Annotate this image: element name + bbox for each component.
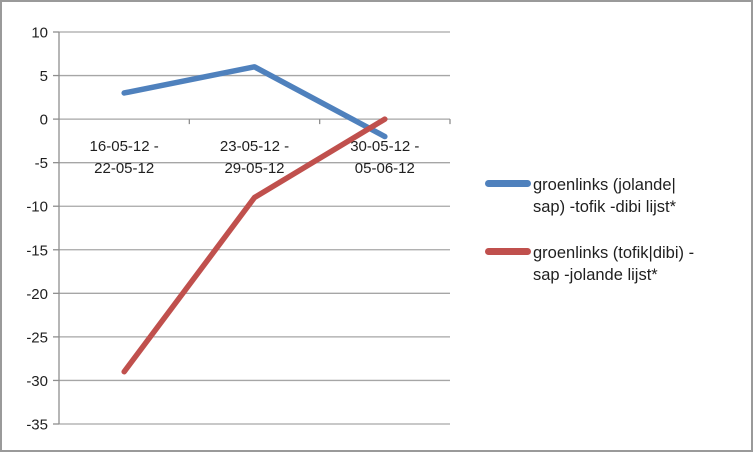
legend-label-line: groenlinks (jolande| [533,176,676,194]
legend-label-series-0: groenlinks (jolande| sap) -tofik -dibi l… [533,174,676,218]
legend-label-series-1: groenlinks (tofik|dibi) - sap -jolande l… [533,242,694,286]
series-line-0 [121,64,388,140]
legend-marker-red-line-icon [485,248,531,255]
y-tick-label: 10 [31,25,48,42]
x-category-label: 30-05-12 -05-06-12 [350,138,419,177]
legend-label-line: sap) -tofik -dibi lijst* [533,198,677,216]
y-tick-label: -20 [26,286,48,303]
y-tick-label: -5 [35,155,48,172]
legend-label-line: sap -jolande lijst* [533,266,658,284]
legend-entry-series-1: groenlinks (tofik|dibi) - sap -jolande l… [485,242,694,286]
legend-label-line: groenlinks (tofik|dibi) - [533,244,695,262]
x-category-label: 16-05-12 -22-05-12 [90,138,159,177]
y-tick-label: -35 [26,417,48,434]
y-tick-label: -10 [26,199,48,216]
x-category-label: 23-05-12 -29-05-12 [220,138,289,177]
legend-marker-blue-line-icon [485,180,531,187]
y-tick-label: -25 [26,329,48,346]
y-tick-label: -30 [26,373,48,390]
y-tick-label: -15 [26,242,48,259]
series-line-1 [121,116,388,375]
legend-entry-series-0: groenlinks (jolande| sap) -tofik -dibi l… [485,174,676,218]
y-tick-label: 0 [40,112,48,129]
y-tick-label: 5 [40,68,48,85]
